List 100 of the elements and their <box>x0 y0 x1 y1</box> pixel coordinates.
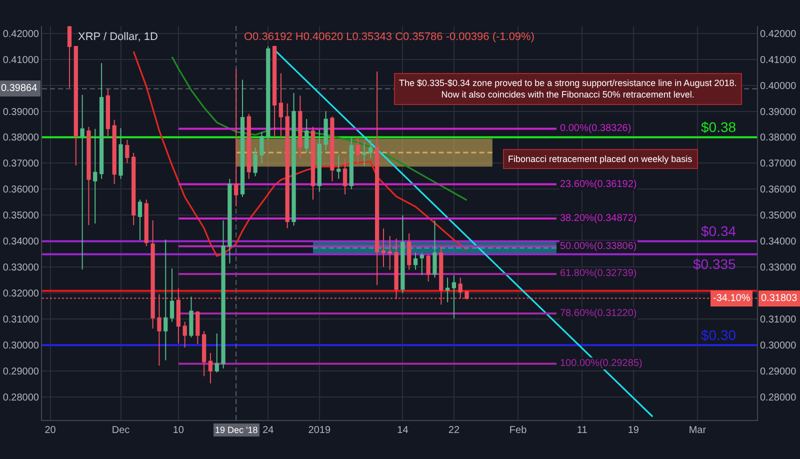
x-tick-label: Mar <box>688 425 707 436</box>
candlestick <box>196 310 200 345</box>
y2-tick-label: 0.35000 <box>760 210 797 222</box>
candlestick <box>407 232 412 270</box>
y2-tick-label: 0.37000 <box>760 158 797 170</box>
candlestick <box>420 252 424 276</box>
candlestick <box>266 46 270 140</box>
candlestick <box>74 46 78 166</box>
x-tick-label: Dec <box>112 425 130 436</box>
chart-subtitle: O0.36192 H0.40620 L0.35343 C0.35786 -0.00396 (-1.09%) <box>244 31 534 43</box>
ref-line-label: $0.335 <box>693 256 736 272</box>
annotation: The $0.335-$0.34 zone proved to be a strong support/resistance line in August 2018. Now it also coincides with the Fibonacci 50% retracement level. <box>399 78 737 100</box>
candlestick <box>445 277 450 303</box>
y2-tick-label: 0.36000 <box>760 184 797 196</box>
candlestick <box>253 147 258 177</box>
y2-tick-label: 0.30000 <box>760 340 797 352</box>
candlestick <box>164 239 168 361</box>
candlestick <box>356 136 360 164</box>
candlestick <box>132 152 136 226</box>
ref-line-label: 19 Dec '18 <box>215 425 258 435</box>
x-tick-label: 20 <box>44 425 56 436</box>
candlestick <box>202 330 206 377</box>
candlestick <box>170 268 174 322</box>
y2-tick-label: 0.31000 <box>760 314 797 326</box>
y-tick-label: 0.35000 <box>2 210 40 222</box>
candlestick <box>452 274 456 319</box>
candlestick <box>208 352 213 384</box>
candlestick <box>80 94 84 270</box>
candlestick <box>240 79 245 198</box>
candlestick <box>432 220 437 278</box>
series-label: 61.80%(0.32739) <box>560 268 637 279</box>
annotation: Fibonacci retracement placed on weekly basis <box>508 154 693 164</box>
candlestick <box>413 252 418 270</box>
x-tick-label: 2019 <box>308 425 331 436</box>
candlestick <box>310 126 316 200</box>
x-tick-label: 10 <box>172 425 184 436</box>
candlestick <box>324 110 328 151</box>
y2-tick-label: 0.40000 <box>760 80 797 92</box>
ref-line-label: $0.30 <box>701 327 736 343</box>
series-label: 0.00%(0.38326) <box>560 123 632 134</box>
y-tick-label: 0.28000 <box>2 392 40 404</box>
y-tick-label: 0.34000 <box>2 236 40 248</box>
candlestick <box>93 128 98 224</box>
y2-tick-label: 0.29000 <box>760 366 797 378</box>
y-tick-label: 0.42000 <box>2 28 40 40</box>
y2-tick-label: 0.28000 <box>760 392 797 404</box>
y2-tick-label: 0.41000 <box>760 54 797 66</box>
series-label: 50.00%(0.33806) <box>560 241 637 252</box>
series-label: 38.20%(0.34872) <box>560 213 637 224</box>
candlestick <box>125 139 130 164</box>
candlestick <box>381 228 386 268</box>
ref-line-label: $0.34 <box>701 223 736 239</box>
candlestick <box>182 321 187 348</box>
candlestick <box>106 88 110 138</box>
candlestick <box>228 178 232 264</box>
candlestick <box>298 95 302 159</box>
candlestick <box>189 296 194 338</box>
ref-line-label: 0.31803 <box>761 293 798 304</box>
candlestick <box>138 199 142 241</box>
candlestick <box>144 199 148 247</box>
candlestick <box>272 45 277 138</box>
candlestick <box>349 136 354 190</box>
y2-tick-label: 0.39000 <box>760 106 797 118</box>
x-tick-label: 11 <box>576 425 588 436</box>
y-tick-label: 0.30000 <box>2 340 40 352</box>
candlestick <box>388 235 392 270</box>
y-tick-label: 0.29000 <box>2 366 40 378</box>
candlestick <box>278 72 284 138</box>
candlestick <box>214 332 219 373</box>
y-tick-label: 0.36000 <box>2 184 40 196</box>
candlestick <box>336 154 341 180</box>
x-tick-label: 14 <box>397 425 409 436</box>
candlestick <box>375 70 380 286</box>
y2-tick-label: 0.38000 <box>760 132 797 144</box>
candlestick <box>118 128 123 180</box>
y2-tick-label: 0.34000 <box>760 236 797 248</box>
y-tick-label: 0.31000 <box>2 314 40 326</box>
x-tick-label: 24 <box>262 425 274 436</box>
candlestick <box>285 102 290 229</box>
y-tick-label: 0.41000 <box>2 54 40 66</box>
candlestick <box>330 116 334 182</box>
x-tick-label: Feb <box>509 425 528 436</box>
x-tick-label: 19 <box>628 425 640 436</box>
ref-line-label: 0.39864 <box>1 83 38 94</box>
y2-tick-label: 0.33000 <box>760 262 797 274</box>
candlestick <box>221 220 226 370</box>
candlestick <box>86 126 91 226</box>
x-tick-label: 22 <box>448 425 460 436</box>
series-label: 100.00%(0.29285) <box>560 358 642 369</box>
candlestick <box>292 92 296 226</box>
chart-title: XRP / Dollar, 1D <box>78 31 158 43</box>
series-label: 23.60%(0.36192) <box>560 179 637 190</box>
annotation: -34.10% <box>713 293 750 304</box>
ref-line-label: $0.38 <box>701 119 736 135</box>
candlestick <box>362 142 366 166</box>
candlestick <box>400 214 405 294</box>
series-label: 78.60%(0.31220) <box>560 308 637 319</box>
candlestick <box>67 26 72 88</box>
candlestick <box>342 158 348 195</box>
line-series <box>132 50 468 257</box>
